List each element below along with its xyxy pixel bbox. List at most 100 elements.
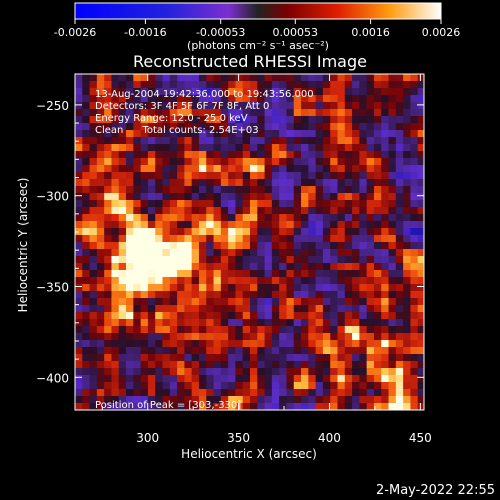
heatmap-pixel: [220, 291, 229, 299]
heatmap-pixel: [191, 158, 200, 166]
heatmap-pixel: [169, 361, 178, 369]
heatmap-pixel: [395, 221, 404, 229]
heatmap-pixel: [155, 326, 164, 334]
heatmap-pixel: [352, 326, 360, 334]
heatmap-pixel: [213, 179, 222, 187]
heatmap-pixel: [111, 312, 120, 320]
heatmap-pixel: [352, 116, 360, 124]
heatmap-pixel: [242, 347, 251, 355]
heatmap-pixel: [286, 235, 295, 243]
heatmap-pixel: [322, 382, 331, 390]
heatmap-pixel: [75, 361, 83, 369]
heatmap-pixel: [330, 172, 339, 180]
heatmap-pixel: [352, 179, 360, 187]
heatmap-pixel: [410, 270, 419, 278]
heatmap-pixel: [330, 396, 339, 404]
heatmap-pixel: [279, 179, 288, 187]
heatmap-pixel: [250, 193, 258, 201]
heatmap-pixel: [75, 235, 83, 243]
heatmap-pixel: [228, 123, 237, 131]
heatmap-pixel: [381, 340, 390, 348]
heatmap-pixel: [104, 277, 113, 285]
heatmap-pixel: [242, 326, 251, 334]
heatmap-pixel: [184, 130, 193, 138]
heatmap-pixel: [366, 123, 375, 131]
heatmap-pixel: [337, 263, 346, 271]
heatmap-pixel: [96, 102, 105, 110]
heatmap-pixel: [242, 319, 251, 327]
heatmap-pixel: [315, 284, 324, 292]
heatmap-pixel: [271, 102, 280, 110]
heatmap-pixel: [250, 298, 258, 306]
heatmap-pixel: [177, 172, 185, 180]
heatmap-pixel: [104, 242, 113, 250]
heatmap-pixel: [271, 396, 280, 404]
heatmap-pixel: [271, 207, 280, 215]
heatmap-pixel: [169, 95, 178, 103]
heatmap-pixel: [271, 186, 280, 194]
heatmap-pixel: [359, 179, 368, 187]
heatmap-pixel: [286, 81, 295, 89]
heatmap-pixel: [257, 144, 266, 152]
heatmap-pixel: [140, 228, 149, 236]
heatmap-pixel: [191, 389, 200, 397]
heatmap-pixel: [257, 151, 266, 159]
heatmap-pixel: [111, 242, 120, 250]
heatmap-pixel: [366, 291, 375, 299]
heatmap-pixel: [235, 81, 244, 89]
heatmap-pixel: [184, 263, 193, 271]
heatmap-pixel: [242, 165, 251, 173]
heatmap-pixel: [235, 228, 244, 236]
heatmap-pixel: [286, 347, 295, 355]
heatmap-pixel: [206, 298, 215, 306]
heatmap-pixel: [308, 396, 317, 404]
heatmap-pixel: [118, 326, 127, 334]
heatmap-pixel: [111, 214, 120, 222]
heatmap-pixel: [293, 340, 302, 348]
heatmap-pixel: [126, 74, 134, 82]
heatmap-pixel: [395, 326, 404, 334]
heatmap-pixel: [373, 144, 382, 152]
heatmap-pixel: [162, 235, 171, 243]
heatmap-pixel: [111, 200, 120, 208]
heatmap-pixel: [322, 200, 331, 208]
heatmap-pixel: [257, 74, 266, 82]
heatmap-pixel: [315, 116, 324, 124]
heatmap-pixel: [162, 214, 171, 222]
heatmap-pixel: [388, 95, 397, 103]
heatmap-pixel: [126, 277, 134, 285]
heatmap-pixel: [228, 158, 237, 166]
heatmap-pixel: [228, 375, 237, 383]
heatmap-pixel: [75, 403, 83, 410]
heatmap-pixel: [104, 116, 113, 124]
heatmap-pixel: [250, 221, 258, 229]
heatmap-pixel: [228, 333, 237, 341]
heatmap-pixel: [118, 165, 127, 173]
heatmap-pixel: [264, 326, 273, 334]
heatmap-pixel: [235, 88, 244, 96]
heatmap-pixel: [177, 256, 185, 264]
heatmap-pixel: [104, 270, 113, 278]
heatmap-pixel: [169, 242, 178, 250]
heatmap-pixel: [403, 277, 412, 285]
heatmap-pixel: [191, 109, 200, 117]
heatmap-pixel: [184, 375, 193, 383]
heatmap-pixel: [213, 291, 222, 299]
heatmap-pixel: [89, 354, 98, 362]
heatmap-pixel: [104, 151, 113, 159]
heatmap-pixel: [373, 249, 382, 257]
heatmap-pixel: [198, 207, 207, 215]
heatmap-pixel: [242, 270, 251, 278]
heatmap-pixel: [169, 235, 178, 243]
heatmap-pixel: [133, 347, 142, 355]
heatmap-pixel: [381, 312, 390, 320]
heatmap-pixel: [220, 95, 229, 103]
heatmap-pixel: [162, 319, 171, 327]
heatmap-pixel: [111, 95, 120, 103]
heatmap-pixel: [373, 165, 382, 173]
colorbar: -0.0026 -0.0016 -0.00053 0.00053 0.0016 0.002…: [54, 2, 460, 52]
heatmap-pixel: [118, 221, 127, 229]
heatmap-pixel: [381, 207, 390, 215]
heatmap-pixel: [250, 123, 258, 131]
heatmap-pixel: [104, 123, 113, 131]
